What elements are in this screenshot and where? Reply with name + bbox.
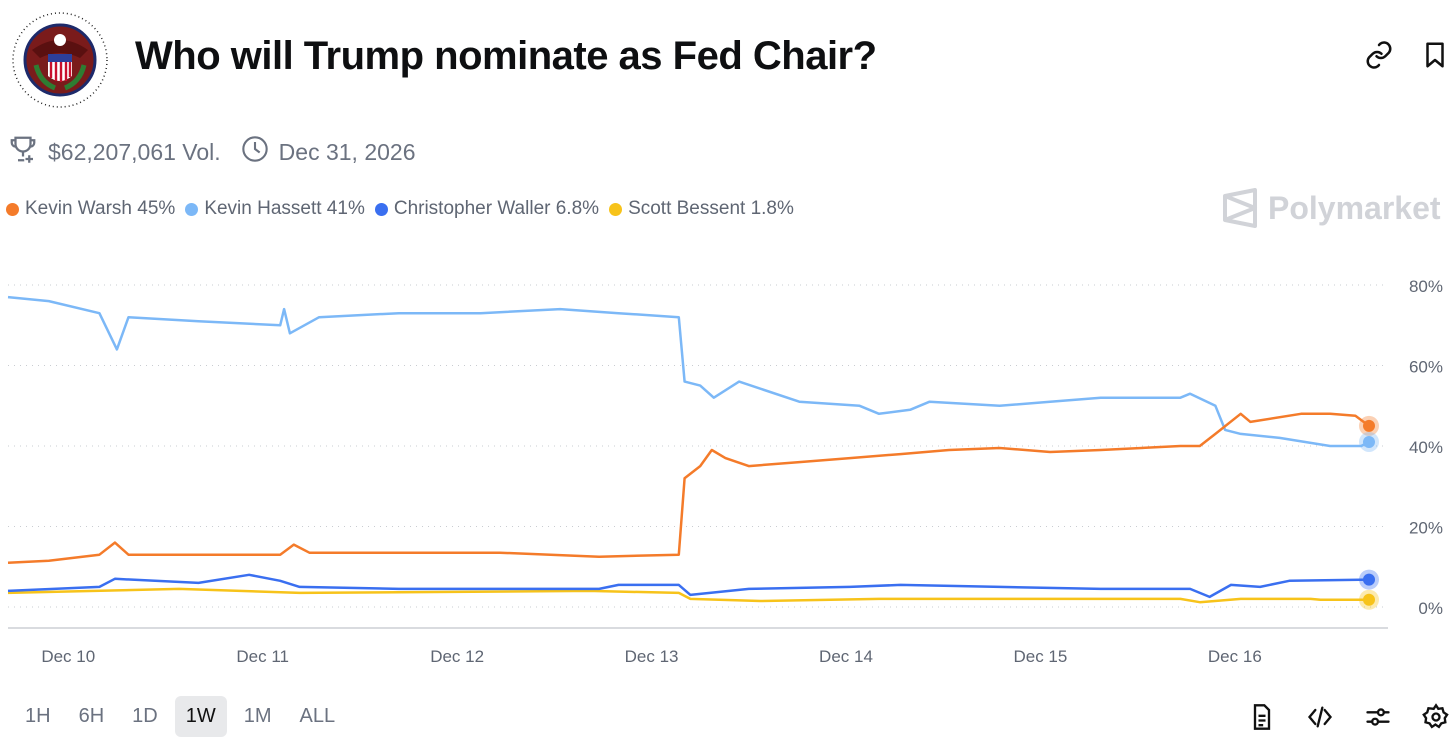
- endpoint-dot-waller: [1363, 573, 1375, 586]
- market-meta: $62,207,061 Vol. Dec 31, 2026: [8, 134, 416, 170]
- time-range-selector: 1H 6H 1D 1W 1M ALL: [14, 696, 346, 737]
- federal-reserve-seal-logo: [10, 10, 110, 110]
- endpoint-dot-warsh: [1363, 419, 1375, 432]
- document-icon[interactable]: [1248, 703, 1276, 736]
- legend-item-bessent: Scott Bessent 1.8%: [609, 198, 794, 220]
- series-line-hassett: [7, 295, 1370, 448]
- series-line-warsh: [7, 412, 1370, 564]
- chart-tools: [1248, 703, 1450, 736]
- trophy-icon: [8, 134, 38, 170]
- legend-dot: [185, 202, 199, 216]
- clock-icon: [241, 135, 269, 169]
- y-tick-label: 0%: [1418, 599, 1443, 618]
- series-line-waller: [7, 573, 1370, 599]
- range-button-1h[interactable]: 1H: [25, 705, 51, 727]
- legend-item-waller: Christopher Waller 6.8%: [374, 198, 600, 220]
- range-button-1m[interactable]: 1M: [243, 705, 272, 727]
- polymarket-watermark: Polymarket: [1222, 188, 1441, 228]
- y-tick-label: 40%: [1409, 438, 1443, 457]
- embed-code-icon[interactable]: [1306, 703, 1334, 736]
- legend-item-hassett: Kevin Hassett 41%: [185, 198, 365, 220]
- legend-label: Kevin Warsh 45%: [25, 198, 176, 219]
- bookmark-icon[interactable]: [1420, 40, 1450, 70]
- x-tick-label: Dec 16: [1208, 647, 1262, 666]
- legend-label: Christopher Waller 6.8%: [393, 198, 600, 219]
- range-button-1w[interactable]: 1W: [174, 696, 227, 737]
- link-icon[interactable]: [1364, 40, 1394, 70]
- legend-dot: [374, 202, 388, 216]
- x-tick-label: Dec 14: [819, 647, 873, 666]
- end-date-text: Dec 31, 2026: [278, 138, 416, 165]
- range-button-all[interactable]: ALL: [299, 705, 336, 727]
- settings-gear-icon[interactable]: [1422, 703, 1450, 736]
- legend-dot: [6, 202, 19, 216]
- range-button-6h[interactable]: 6H: [78, 705, 105, 727]
- legend-dot: [609, 202, 623, 216]
- x-tick-label: Dec 10: [41, 647, 95, 666]
- price-chart[interactable]: 0% 20% 40% 60% 80% Dec 10 Dec 11 Dec 12 Dec 13 De…: [0, 250, 1456, 680]
- x-tick-label: Dec 11: [236, 647, 289, 666]
- endpoint-dot-hassett: [1363, 435, 1375, 448]
- y-tick-label: 60%: [1409, 358, 1443, 377]
- polymarket-logo-icon: [1223, 188, 1257, 228]
- page-title: Who will Trump nominate as Fed Chair?: [135, 34, 877, 78]
- series-line-bessent: [7, 587, 1369, 604]
- legend-item-warsh: Kevin Warsh 45%: [6, 198, 175, 220]
- endpoint-dot-bessent: [1363, 593, 1375, 606]
- brand-name: Polymarket: [1268, 189, 1441, 226]
- x-tick-label: Dec 15: [1013, 647, 1067, 666]
- y-tick-label: 80%: [1409, 277, 1443, 296]
- x-tick-label: Dec 13: [625, 647, 679, 666]
- y-tick-label: 20%: [1409, 519, 1443, 538]
- range-button-1d[interactable]: 1D: [132, 705, 158, 727]
- volume-text: $62,207,061 Vol.: [48, 138, 221, 165]
- legend-label: Scott Bessent 1.8%: [628, 198, 794, 219]
- legend-label: Kevin Hassett 41%: [204, 198, 365, 219]
- sliders-icon[interactable]: [1364, 703, 1392, 736]
- chart-legend: Kevin Warsh 45% Kevin Hassett 41% Christ…: [6, 198, 794, 220]
- x-tick-label: Dec 12: [430, 647, 484, 666]
